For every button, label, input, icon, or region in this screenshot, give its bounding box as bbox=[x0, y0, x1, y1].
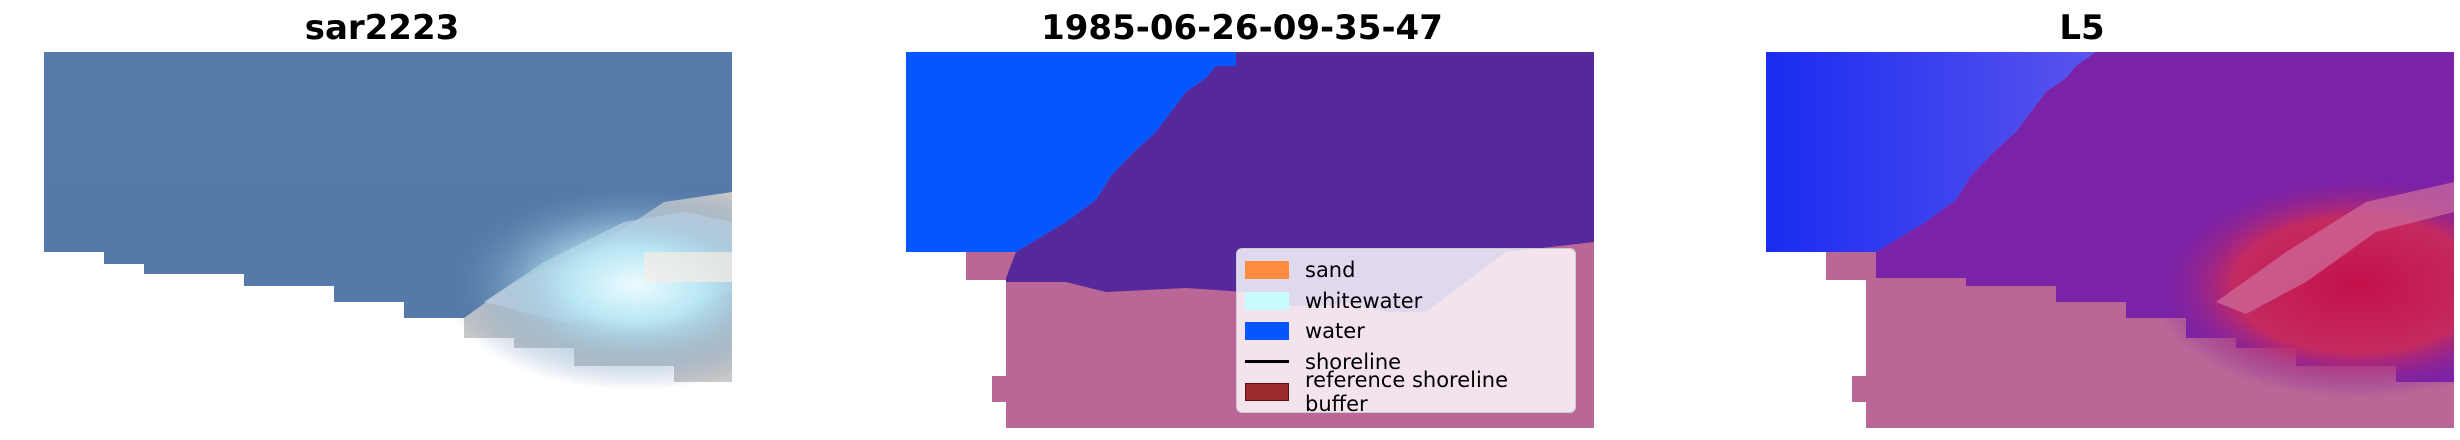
overlay-image bbox=[1766, 52, 2454, 428]
rgb-image bbox=[44, 52, 732, 428]
legend-label-water: water bbox=[1305, 319, 1365, 344]
legend-item-reference-buffer: reference shoreline buffer bbox=[1245, 368, 1565, 416]
water-swatch-icon bbox=[1245, 322, 1289, 341]
legend-label-shoreline: shoreline bbox=[1305, 349, 1402, 374]
legend-item-shoreline: shoreline bbox=[1245, 347, 1565, 378]
panel-title-rgb: sar2223 bbox=[304, 8, 460, 48]
legend: sand whitewater water shoreline referenc… bbox=[1236, 248, 1576, 416]
legend-label-whitewater: whitewater bbox=[1305, 288, 1423, 313]
legend-item-sand: sand bbox=[1245, 255, 1565, 286]
panel-classification: 1985-06-26-09-35-47 sand whitewater wate… bbox=[860, 0, 1620, 440]
shoreline-line-icon bbox=[1245, 360, 1289, 364]
reference-buffer-swatch-icon bbox=[1245, 383, 1289, 402]
legend-label-reference-buffer: reference shoreline buffer bbox=[1305, 368, 1509, 417]
panel-title-overlay: L5 bbox=[2059, 8, 2105, 48]
legend-item-whitewater: whitewater bbox=[1245, 286, 1565, 317]
panel-rgb: sar2223 bbox=[0, 0, 760, 440]
panel-overlay: L5 bbox=[1720, 0, 2460, 440]
legend-label-sand: sand bbox=[1305, 258, 1356, 283]
whitewater-swatch-icon bbox=[1245, 291, 1289, 310]
sand-swatch-icon bbox=[1245, 261, 1289, 280]
legend-item-water: water bbox=[1245, 316, 1565, 347]
panel-title-classification: 1985-06-26-09-35-47 bbox=[1041, 8, 1443, 48]
